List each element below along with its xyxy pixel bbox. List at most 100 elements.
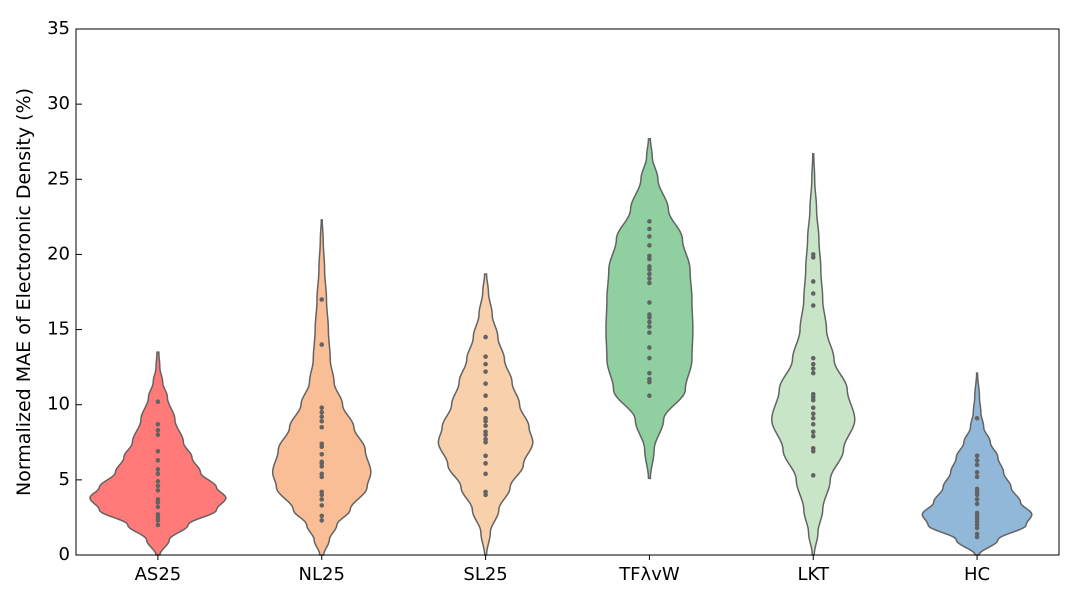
data-point — [483, 334, 488, 340]
data-point — [155, 522, 161, 528]
data-point — [810, 421, 816, 427]
x-tick-label: NL25 — [299, 564, 345, 585]
x-tick-label: HC — [964, 564, 990, 585]
data-point — [974, 415, 980, 421]
y-tick-label: 20 — [47, 243, 70, 264]
data-point — [647, 330, 652, 335]
data-point — [647, 345, 652, 350]
data-point — [974, 458, 980, 463]
data-point — [483, 393, 488, 398]
violin-nl25 — [271, 219, 372, 556]
data-point — [647, 376, 652, 382]
x-tick-label: SL25 — [463, 564, 507, 585]
violin-tfvw — [605, 137, 694, 480]
x-tick-label: TFλvW — [618, 564, 680, 585]
data-point — [155, 512, 161, 517]
data-point — [155, 497, 161, 502]
data-point — [647, 234, 652, 239]
data-point — [810, 411, 816, 417]
data-point — [810, 391, 816, 397]
data-point — [155, 421, 161, 427]
data-point — [483, 423, 488, 429]
data-point — [155, 449, 161, 454]
data-point — [319, 342, 325, 347]
y-tick-label: 10 — [47, 394, 70, 415]
data-point — [483, 406, 488, 412]
y-axis-ticks: 0 5 10 15 20 25 30 35 — [47, 18, 82, 565]
data-point — [974, 510, 980, 516]
x-axis-ticks: AS25 NL25 SL25 TFλvW LKT HC — [135, 555, 990, 585]
data-point — [974, 486, 980, 492]
violins-group — [89, 137, 1033, 556]
y-tick-label: 30 — [47, 93, 70, 114]
data-point — [974, 474, 980, 480]
data-point — [319, 513, 325, 519]
data-point — [974, 453, 980, 459]
data-point — [155, 458, 161, 463]
data-point — [483, 381, 488, 386]
data-point — [647, 312, 652, 317]
data-point — [810, 473, 816, 478]
data-point — [483, 415, 488, 421]
plot-frame — [75, 28, 1060, 556]
y-tick-label: 25 — [47, 168, 70, 189]
data-point — [647, 280, 652, 286]
data-point — [647, 393, 652, 398]
data-point — [647, 370, 652, 376]
data-point — [319, 405, 325, 411]
data-point — [155, 483, 161, 489]
data-point — [319, 471, 325, 477]
data-point — [319, 459, 325, 465]
data-point — [483, 471, 488, 477]
data-point — [647, 319, 652, 325]
data-point — [974, 462, 980, 468]
violin-lkt — [771, 152, 856, 556]
data-point — [483, 453, 488, 459]
data-point — [319, 418, 325, 424]
data-point — [483, 429, 488, 435]
data-point — [647, 271, 652, 277]
y-tick-label: 15 — [47, 319, 70, 340]
data-point — [155, 399, 161, 405]
data-point — [319, 409, 325, 415]
data-point — [319, 414, 325, 420]
data-point — [810, 433, 816, 439]
data-point — [974, 501, 980, 507]
data-point — [810, 252, 816, 257]
data-point — [647, 243, 652, 248]
data-point — [319, 424, 325, 430]
data-point — [810, 429, 816, 435]
data-point — [810, 370, 816, 376]
data-point — [155, 432, 161, 438]
data-point — [319, 497, 325, 502]
data-point — [155, 488, 161, 493]
data-point — [483, 354, 488, 359]
data-point — [810, 405, 816, 411]
data-point — [647, 355, 652, 361]
data-point — [647, 253, 652, 259]
data-point — [155, 471, 161, 477]
data-point — [319, 518, 325, 523]
x-tick-label: AS25 — [135, 564, 182, 585]
y-tick-label: 0 — [59, 544, 70, 565]
data-point — [155, 479, 161, 484]
data-point — [155, 467, 161, 472]
data-point — [810, 415, 816, 421]
data-point — [155, 504, 161, 510]
data-point — [810, 279, 816, 284]
y-axis-label: Normalized MAE of Electoronic Density (%… — [13, 88, 35, 496]
data-point — [974, 497, 980, 502]
violin-sl25 — [437, 273, 534, 556]
points-group — [155, 219, 980, 540]
y-tick-label: 35 — [47, 18, 70, 39]
data-point — [483, 489, 488, 495]
data-point — [483, 461, 488, 466]
data-point — [319, 297, 325, 302]
data-point — [810, 361, 816, 367]
data-point — [483, 436, 488, 442]
data-point — [810, 291, 816, 296]
data-point — [647, 264, 652, 269]
data-point — [647, 276, 652, 281]
data-point — [319, 441, 325, 447]
